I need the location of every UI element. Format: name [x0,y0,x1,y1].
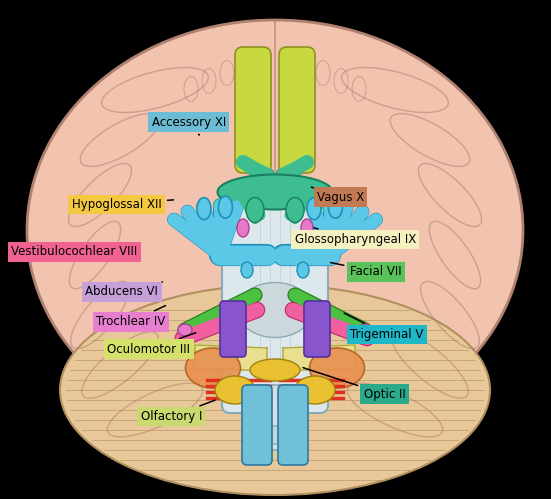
Ellipse shape [237,282,312,337]
Text: Abducens VI: Abducens VI [85,282,163,298]
FancyBboxPatch shape [279,47,315,173]
Ellipse shape [328,196,342,218]
Text: Optic II: Optic II [303,368,406,401]
Ellipse shape [237,219,249,237]
Ellipse shape [178,324,192,336]
FancyBboxPatch shape [278,385,308,465]
Text: Vestibulocochlear VIII: Vestibulocochlear VIII [11,245,137,258]
Ellipse shape [261,426,289,444]
Ellipse shape [246,198,264,223]
Text: Trigeminal V: Trigeminal V [344,313,423,341]
Ellipse shape [218,175,332,210]
Ellipse shape [297,262,309,278]
Ellipse shape [250,359,300,381]
FancyBboxPatch shape [242,385,272,465]
Ellipse shape [310,348,365,388]
Text: Facial VII: Facial VII [331,262,402,278]
Ellipse shape [197,198,211,220]
Polygon shape [195,345,267,371]
FancyBboxPatch shape [222,187,328,413]
Text: Accessory XI: Accessory XI [152,116,226,135]
Text: Hypoglossal XII: Hypoglossal XII [72,198,174,211]
Ellipse shape [241,262,253,278]
Ellipse shape [60,285,490,495]
Ellipse shape [218,196,233,218]
Ellipse shape [245,181,305,209]
Ellipse shape [186,348,240,388]
Ellipse shape [358,324,372,336]
Ellipse shape [27,20,523,440]
Ellipse shape [295,376,335,404]
Ellipse shape [286,198,304,223]
Ellipse shape [301,219,313,237]
Text: Olfactory I: Olfactory I [141,400,215,423]
Ellipse shape [307,198,321,220]
Ellipse shape [215,376,255,404]
Text: Trochlear IV: Trochlear IV [96,305,166,328]
Text: Vagus X: Vagus X [311,187,364,204]
Text: Oculomotor III: Oculomotor III [107,333,196,356]
FancyBboxPatch shape [235,47,271,173]
FancyBboxPatch shape [220,301,246,357]
FancyBboxPatch shape [304,301,330,357]
Polygon shape [283,345,355,371]
Text: Glossopharyngeal IX: Glossopharyngeal IX [295,228,416,246]
FancyBboxPatch shape [250,385,300,450]
